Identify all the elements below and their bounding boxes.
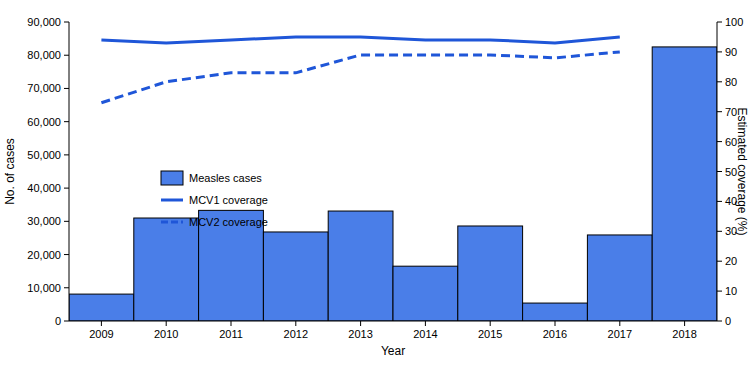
y-tick [64, 55, 69, 56]
y-tick [64, 221, 69, 222]
legend-label: Measles cases [189, 172, 262, 184]
x-tick [101, 321, 102, 326]
bar [134, 218, 199, 321]
bar [523, 303, 588, 321]
legend-swatch [161, 199, 183, 202]
bar [587, 235, 652, 321]
y2-tick [717, 111, 722, 112]
x-tick-label: 2016 [543, 328, 567, 340]
x-tick-label: 2017 [608, 328, 632, 340]
bar [328, 211, 393, 321]
line [101, 37, 619, 43]
bar [652, 47, 717, 321]
legend-swatch [161, 171, 183, 185]
y2-tick [717, 231, 722, 232]
y2-tick-label: 10 [725, 285, 737, 297]
y-tick-label: 20,000 [27, 249, 61, 261]
x-axis-label: Year [381, 344, 405, 358]
y-tick-label: 80,000 [27, 49, 61, 61]
x-tick [295, 321, 296, 326]
y2-tick-label: 100 [725, 16, 743, 28]
y2-tick [717, 201, 722, 202]
x-tick [490, 321, 491, 326]
legend-label: MCV1 coverage [189, 194, 268, 206]
x-tick [425, 321, 426, 326]
y2-axis-label: Estimated coverage (%) [735, 107, 749, 235]
x-tick [684, 321, 685, 326]
y2-tick-label: 20 [725, 255, 737, 267]
x-tick-label: 2012 [284, 328, 308, 340]
x-tick-label: 2013 [348, 328, 372, 340]
y2-tick [717, 141, 722, 142]
x-tick-label: 2010 [154, 328, 178, 340]
bar [458, 226, 523, 321]
chart: 0 10,000 20,000 30,000 40,000 50,000 60,000 70,… [0, 0, 750, 379]
y-tick [64, 254, 69, 255]
legend: Measles cases MCV1 coverage MCV2 coverage [161, 171, 268, 228]
x-tick-label: 2009 [89, 328, 113, 340]
y-tick [64, 188, 69, 189]
y2-tick-label: 90 [725, 46, 737, 58]
legend-swatch [161, 221, 183, 224]
x-tick-label: 2015 [478, 328, 502, 340]
y2-tick-label: 0 [725, 315, 731, 327]
y-tick-label: 70,000 [27, 82, 61, 94]
y2-tick [717, 321, 722, 322]
y2-tick [717, 51, 722, 52]
y-tick-label: 0 [55, 315, 61, 327]
x-tick-label: 2011 [219, 328, 243, 340]
x-tick-label: 2018 [672, 328, 696, 340]
x-tick [555, 321, 556, 326]
y2-tick [717, 291, 722, 292]
y-tick [64, 121, 69, 122]
x-tick-label: 2014 [413, 328, 437, 340]
y-tick-label: 60,000 [27, 116, 61, 128]
x-tick [231, 321, 232, 326]
y-tick-label: 40,000 [27, 182, 61, 194]
y-tick-label: 50,000 [27, 149, 61, 161]
x-tick [360, 321, 361, 326]
y-tick [64, 321, 69, 322]
y-tick-label: 90,000 [27, 16, 61, 28]
y2-tick [717, 261, 722, 262]
y-tick-label: 10,000 [27, 282, 61, 294]
y-axis-line [69, 22, 70, 321]
y-tick [64, 154, 69, 155]
y-axis-label: No. of cases [3, 138, 17, 205]
y-tick [64, 287, 69, 288]
y2-tick [717, 171, 722, 172]
x-tick [619, 321, 620, 326]
x-tick [166, 321, 167, 326]
bar [69, 294, 134, 321]
y-tick [64, 88, 69, 89]
y-tick [64, 22, 69, 23]
line [101, 52, 619, 103]
legend-label: MCV2 coverage [189, 216, 268, 228]
y2-tick-label: 80 [725, 76, 737, 88]
y2-tick [717, 81, 722, 82]
plot-area [69, 37, 717, 321]
axes: 0 10,000 20,000 30,000 40,000 50,000 60,000 70,… [27, 16, 743, 340]
y2-tick [717, 22, 722, 23]
bar [393, 266, 458, 321]
y-tick-label: 30,000 [27, 215, 61, 227]
bar [263, 232, 328, 321]
